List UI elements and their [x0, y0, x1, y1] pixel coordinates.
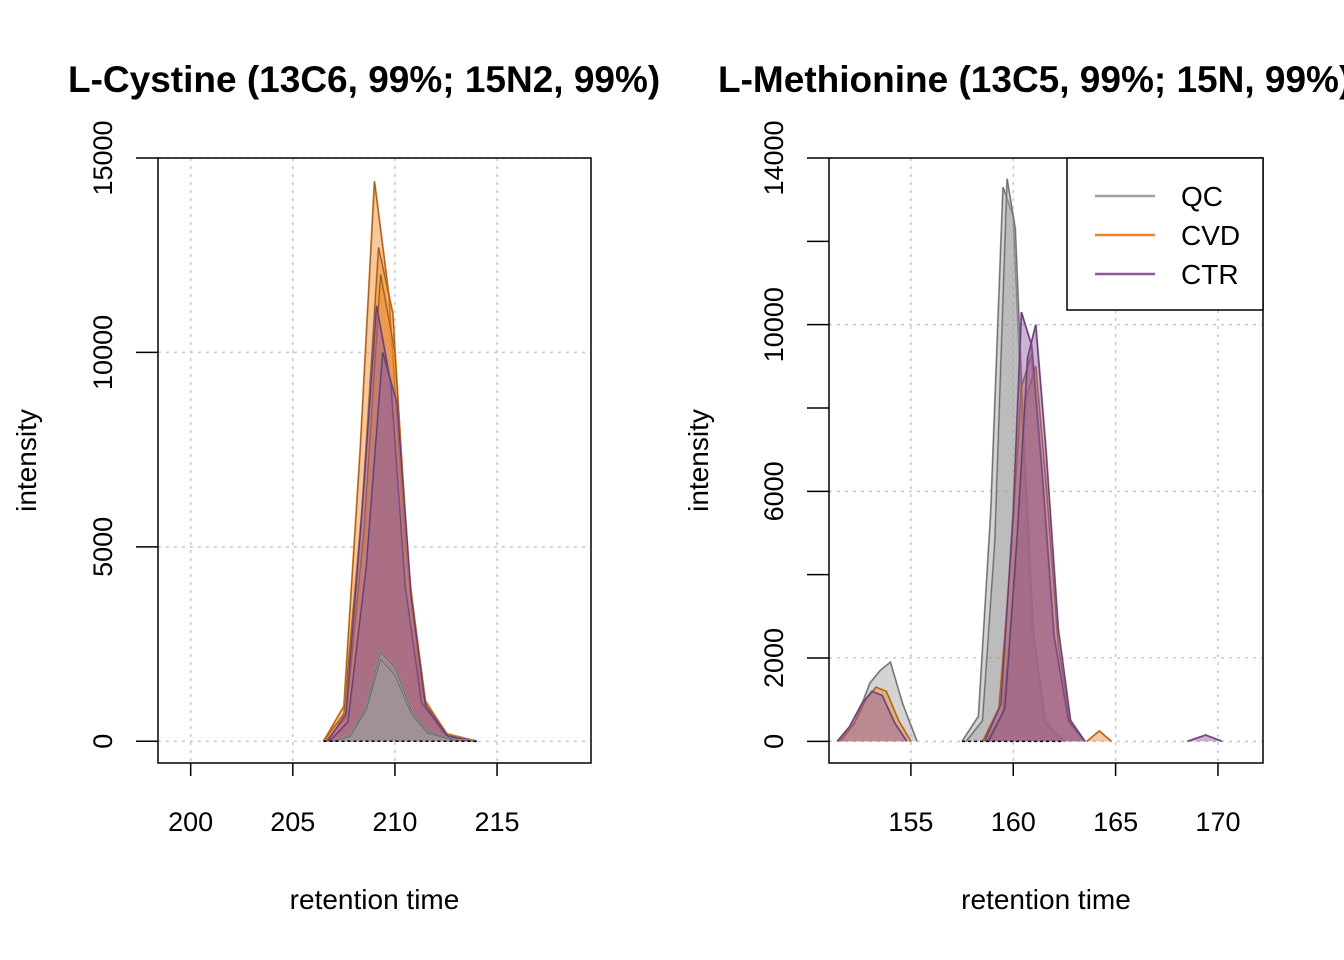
y-tick-label: 10000 — [88, 315, 118, 390]
y-tick-label: 6000 — [759, 461, 789, 521]
x-axis-label: retention time — [290, 884, 460, 915]
series-outline — [331, 658, 477, 742]
x-axis-label: retention time — [961, 884, 1131, 915]
series-outline — [329, 352, 477, 742]
series-line-cvd — [324, 274, 477, 743]
series-line-ctr — [987, 324, 1086, 742]
y-tick-label: 15000 — [88, 120, 118, 195]
series-area-cvd — [1086, 730, 1112, 742]
series-outline — [1086, 730, 1112, 742]
legend: QC CVD CTR — [1066, 157, 1264, 311]
series-area-cvd — [839, 687, 911, 742]
chart-panel-1: 200 205 210 215 0 5000 10000 15000 L-Cystine (13… — [11, 59, 660, 915]
plot-frame — [157, 157, 592, 764]
y-tick-label: 0 — [88, 734, 118, 749]
series-line-cvd — [838, 685, 912, 742]
x-tick-label: 210 — [372, 807, 417, 837]
x-tick-label: 155 — [888, 807, 933, 837]
series-line-ctr — [836, 690, 908, 742]
series-area-ctr — [329, 352, 477, 742]
legend-label-qc: QC — [1181, 181, 1223, 212]
series-area-cvd — [986, 366, 1085, 742]
x-tick-label: 205 — [270, 807, 315, 837]
series-area-cvd — [323, 247, 477, 742]
series-line-cvd — [1086, 729, 1113, 743]
series-outline — [988, 324, 1086, 742]
chart-panel-2: 155 160 165 170 0 2000 6000 10000 14000 L-Methion… — [683, 59, 1344, 915]
y-tick-label: 14000 — [759, 120, 789, 195]
series-area-ctr — [837, 691, 907, 742]
x-tick-label: 165 — [1093, 807, 1138, 837]
y-tick-label: 2000 — [759, 628, 789, 688]
series-outline — [838, 686, 912, 742]
plot-frame — [828, 157, 1264, 764]
series-line-qc — [965, 178, 1066, 743]
series-line-qc — [331, 657, 477, 743]
series-group — [836, 178, 1223, 743]
series-line-ctr — [328, 352, 477, 743]
x-tick-label: 160 — [991, 807, 1036, 837]
series-line-ctr — [1186, 734, 1223, 743]
x-tick-label: 215 — [475, 807, 520, 837]
series-area-ctr — [988, 324, 1085, 742]
series-area-cvd — [325, 274, 477, 742]
x-tick-label: 170 — [1195, 807, 1240, 837]
y-tick-label: 5000 — [88, 517, 118, 577]
series-area-qc — [331, 659, 477, 742]
chart-title: L-Cystine (13C6, 99%; 15N2, 99%) — [68, 59, 660, 100]
series-outline — [1187, 734, 1223, 742]
legend-label-ctr: CTR — [1181, 259, 1239, 290]
y-axis-label: intensity — [11, 409, 42, 512]
y-tick-label: 10000 — [759, 287, 789, 362]
x-tick-label: 200 — [168, 807, 213, 837]
legend-label-cvd: CVD — [1181, 220, 1240, 251]
series-area-ctr — [327, 305, 477, 742]
series-area-qc — [962, 187, 1065, 742]
y-tick-label: 0 — [759, 734, 789, 749]
series-outline — [965, 178, 1065, 742]
series-area-ctr — [1187, 735, 1223, 742]
series-outline — [836, 690, 908, 742]
y-axis-label: intensity — [683, 409, 714, 512]
series-group — [322, 181, 477, 743]
chart-title: L-Methionine (13C5, 99%; 15N, 99%) — [718, 59, 1344, 100]
series-outline — [325, 274, 477, 742]
